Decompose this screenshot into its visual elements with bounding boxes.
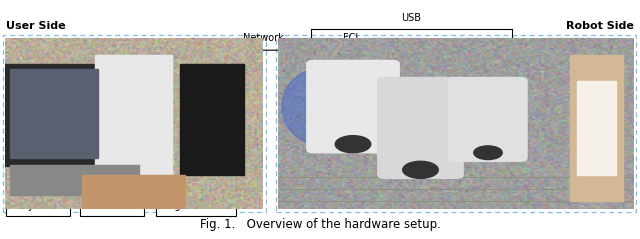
Text: User Side: User Side bbox=[6, 21, 66, 31]
Bar bbox=[276, 35, 636, 212]
Text: Drawing
Robot: Drawing Robot bbox=[291, 164, 332, 185]
Text: Pro Pen 2: Pro Pen 2 bbox=[89, 201, 135, 211]
Text: Digital Tablet: Digital Tablet bbox=[164, 201, 228, 211]
FancyBboxPatch shape bbox=[80, 195, 144, 216]
FancyBboxPatch shape bbox=[22, 38, 99, 63]
Circle shape bbox=[474, 146, 502, 160]
Bar bbox=[3, 35, 266, 212]
Text: RGB-D
Camera: RGB-D Camera bbox=[465, 40, 503, 61]
FancyBboxPatch shape bbox=[6, 195, 70, 216]
Text: FCI: FCI bbox=[343, 33, 358, 43]
Circle shape bbox=[403, 161, 438, 178]
FancyBboxPatch shape bbox=[307, 60, 399, 153]
Text: Camera
Robot: Camera Robot bbox=[376, 40, 414, 61]
Bar bbox=[5, 64, 103, 166]
FancyBboxPatch shape bbox=[452, 162, 516, 187]
Bar bbox=[83, 175, 185, 209]
FancyBboxPatch shape bbox=[156, 195, 237, 216]
FancyBboxPatch shape bbox=[449, 77, 527, 161]
Text: USB: USB bbox=[401, 13, 422, 23]
Bar bbox=[577, 81, 616, 175]
FancyBboxPatch shape bbox=[378, 77, 463, 178]
Bar bbox=[95, 55, 172, 184]
FancyBboxPatch shape bbox=[285, 38, 337, 63]
Ellipse shape bbox=[282, 68, 360, 145]
FancyBboxPatch shape bbox=[545, 38, 598, 63]
Text: Monitors: Monitors bbox=[40, 45, 82, 55]
Text: Pen
Holder: Pen Holder bbox=[468, 164, 500, 185]
Bar bbox=[180, 64, 244, 175]
Text: Onsite
PC: Onsite PC bbox=[295, 40, 327, 61]
Bar bbox=[10, 165, 139, 196]
Text: Robot Side: Robot Side bbox=[566, 21, 634, 31]
Bar bbox=[10, 69, 98, 158]
FancyBboxPatch shape bbox=[363, 38, 427, 63]
FancyBboxPatch shape bbox=[279, 162, 343, 187]
Circle shape bbox=[335, 136, 371, 153]
Text: FCI: FCI bbox=[288, 107, 303, 117]
Bar bbox=[570, 55, 623, 201]
Text: Local
PC: Local PC bbox=[202, 40, 227, 61]
Text: Keyboard: Keyboard bbox=[15, 201, 61, 211]
Text: Network: Network bbox=[243, 33, 284, 43]
FancyBboxPatch shape bbox=[188, 38, 241, 63]
FancyBboxPatch shape bbox=[452, 38, 516, 63]
Text: Fig. 1.   Overview of the hardware setup.: Fig. 1. Overview of the hardware setup. bbox=[200, 218, 440, 231]
Text: Easel: Easel bbox=[559, 45, 584, 55]
